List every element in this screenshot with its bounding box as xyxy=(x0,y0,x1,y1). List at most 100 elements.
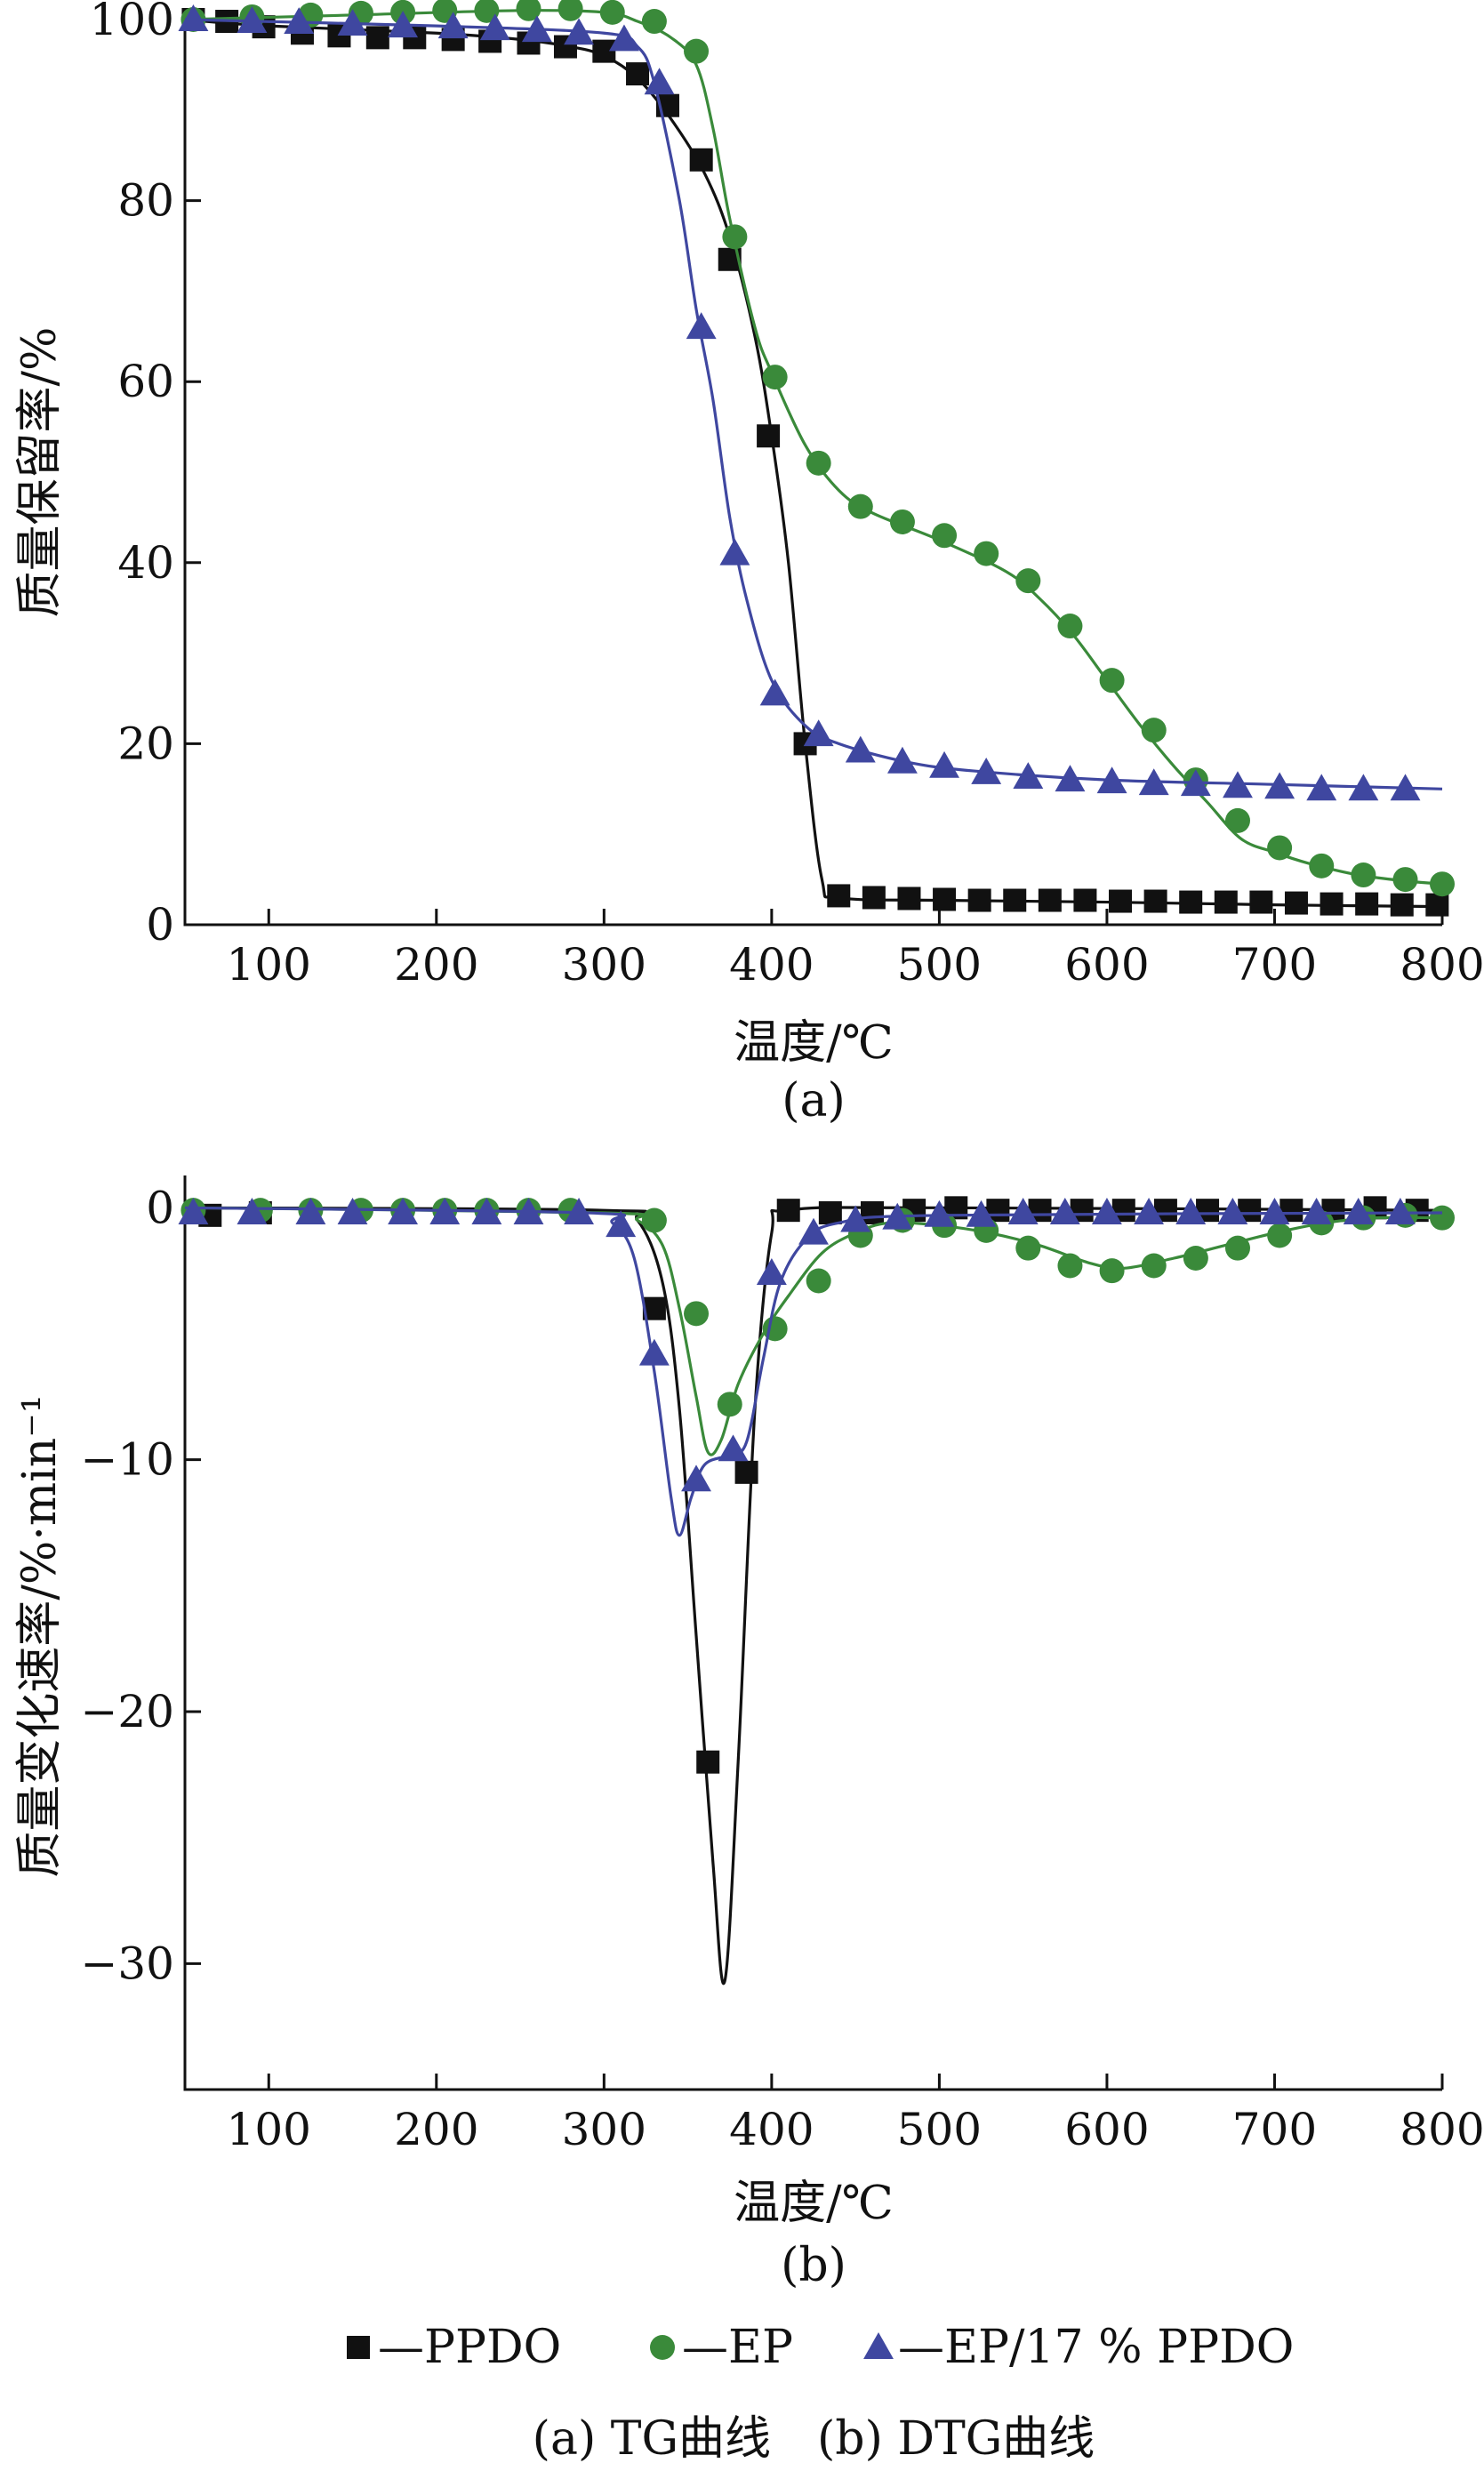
data-point-ppdo xyxy=(365,26,389,50)
data-point-ep17 xyxy=(882,1202,913,1230)
data-point-ppdo xyxy=(818,1201,842,1224)
y-tick-label: 60 xyxy=(117,356,174,407)
data-point-ep xyxy=(1430,1205,1455,1231)
y-tick-label: 20 xyxy=(117,718,174,769)
data-point-ep17 xyxy=(644,68,675,95)
data-point-ep17 xyxy=(638,1338,670,1366)
data-point-ep xyxy=(641,9,667,35)
data-point-ppdo xyxy=(592,39,616,63)
x-tick-label: 200 xyxy=(394,2104,478,2155)
data-point-ep17 xyxy=(237,1198,268,1224)
data-point-ep17 xyxy=(337,9,368,36)
data-point-ep17 xyxy=(1049,1198,1080,1224)
data-point-ppdo xyxy=(1003,888,1027,912)
data-point-ppdo xyxy=(1390,893,1414,917)
data-point-ep17 xyxy=(886,746,918,774)
x-tick-label: 200 xyxy=(394,939,478,991)
data-point-ep xyxy=(1057,1253,1083,1279)
data-point-ep17 xyxy=(681,1464,711,1492)
data-point-ep xyxy=(1392,867,1418,893)
data-point-ppdo xyxy=(1425,893,1449,917)
legend-label-ppdo: —PPDO xyxy=(378,2321,561,2374)
data-point-ep xyxy=(1351,862,1376,888)
data-point-ep17 xyxy=(1055,765,1086,792)
series-line-ep xyxy=(184,1206,1443,1456)
data-point-ep17 xyxy=(845,735,876,763)
data-point-ep17 xyxy=(798,1217,829,1245)
data-point-ep17 xyxy=(1175,1198,1207,1224)
x-tick-label: 300 xyxy=(562,939,646,991)
data-point-ep17 xyxy=(471,1198,502,1224)
data-point-ep xyxy=(1099,668,1125,694)
legend-label-ep17: —EP/17 % PPDO xyxy=(898,2321,1294,2374)
data-point-ep17 xyxy=(1223,771,1253,798)
data-point-ep17 xyxy=(924,1199,955,1227)
y-tick-label: −30 xyxy=(80,1937,174,1989)
data-point-ppdo xyxy=(1214,890,1238,914)
data-point-ppdo xyxy=(1109,889,1133,913)
y-tick-label: 40 xyxy=(117,537,174,589)
x-tick-label: 100 xyxy=(227,939,311,991)
data-point-ppdo xyxy=(626,62,650,86)
series-ppdo xyxy=(184,1196,1443,1986)
data-point-ep17 xyxy=(719,538,750,566)
data-point-ppdo xyxy=(933,887,957,911)
data-point-ep17 xyxy=(237,6,268,33)
x-tick-label: 700 xyxy=(1232,939,1317,991)
series-ep xyxy=(180,0,1455,897)
y-tick-label: 100 xyxy=(90,0,174,45)
data-point-ep xyxy=(1267,835,1293,861)
x-tick-label: 600 xyxy=(1064,939,1149,991)
x-axis-label: 温度/℃ xyxy=(734,2177,894,2230)
data-point-ep17 xyxy=(1348,774,1379,801)
data-point-ppdo xyxy=(689,148,713,172)
data-point-ep17 xyxy=(178,1198,209,1224)
panel-a-label: (a) xyxy=(782,1074,846,1127)
y-tick-label: 0 xyxy=(146,1182,174,1233)
x-tick-label: 300 xyxy=(562,2104,646,2155)
data-point-ep xyxy=(1224,1235,1250,1261)
x-tick-label: 400 xyxy=(729,939,814,991)
data-point-ppdo xyxy=(1143,889,1167,913)
data-point-ep17 xyxy=(1384,1198,1416,1224)
x-tick-label: 800 xyxy=(1400,939,1484,991)
series-ep17 xyxy=(178,4,1443,801)
data-point-ppdo xyxy=(1038,888,1062,912)
data-point-ep xyxy=(1141,1253,1167,1279)
data-point-ep xyxy=(599,0,625,25)
data-point-ep17 xyxy=(437,12,469,39)
data-point-ep xyxy=(762,365,788,390)
data-point-ppdo xyxy=(860,1201,884,1224)
y-axis-label: 质量变化速率/%·min⁻¹ xyxy=(13,1394,67,1877)
data-point-ep xyxy=(1309,853,1335,878)
data-point-ep xyxy=(1224,807,1250,833)
series-ep17 xyxy=(178,1198,1443,1537)
data-point-ep17 xyxy=(1343,1198,1374,1224)
y-tick-label: 0 xyxy=(146,899,174,951)
data-point-ep17 xyxy=(337,1198,368,1224)
panel-a-tg-chart: 100 200 300 400 500 600 700 800 0 20 40 60 80 100 温度/℃… xyxy=(13,0,1484,1070)
data-point-ppdo xyxy=(734,1460,758,1484)
data-point-ep17 xyxy=(564,18,595,45)
data-point-ep xyxy=(558,0,583,21)
data-point-ppdo xyxy=(1355,892,1379,916)
data-point-ep17 xyxy=(1259,1198,1290,1224)
data-point-ppdo xyxy=(1249,890,1273,914)
data-point-ep17 xyxy=(388,11,419,38)
data-point-ppdo xyxy=(1179,890,1203,914)
data-point-ep xyxy=(806,450,831,476)
data-point-ep17 xyxy=(1301,1198,1332,1224)
data-point-ep17 xyxy=(388,1198,419,1224)
panel-b-dtg-chart: 100 200 300 400 500 600 700 800 0 −10 −20 −30 温度/℃ 质量… xyxy=(13,1175,1484,2230)
data-point-ep17 xyxy=(1134,1198,1165,1224)
data-point-ep17 xyxy=(686,312,717,340)
series-line-ep17 xyxy=(184,1206,1443,1537)
series-line-ppdo xyxy=(184,1206,1443,1986)
data-point-ep17 xyxy=(1096,766,1127,794)
data-point-ep17 xyxy=(756,1258,787,1285)
data-point-ep xyxy=(847,493,873,519)
axes xyxy=(183,1175,1442,2091)
data-point-ep xyxy=(889,509,915,534)
data-point-ppdo xyxy=(776,1199,800,1223)
x-tick-label: 700 xyxy=(1232,2104,1317,2155)
